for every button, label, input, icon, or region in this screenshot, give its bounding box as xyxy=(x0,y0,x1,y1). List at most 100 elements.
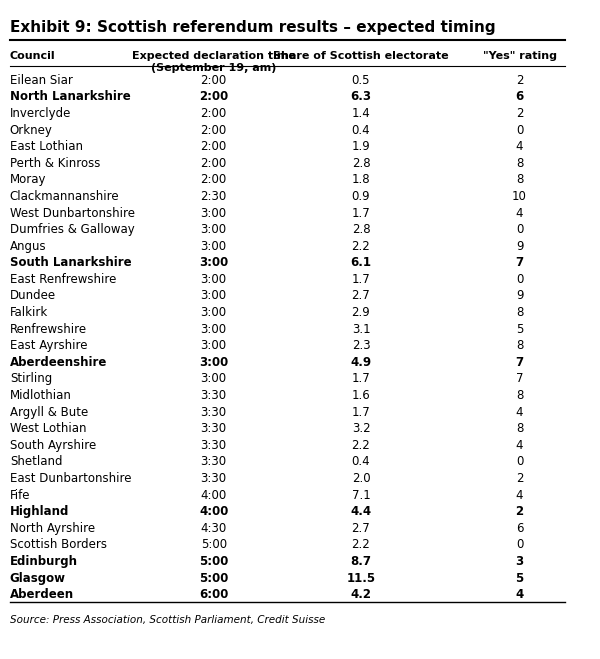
Text: 2.2: 2.2 xyxy=(352,538,370,552)
Text: 5:00: 5:00 xyxy=(199,571,229,585)
Text: 0: 0 xyxy=(516,223,523,236)
Text: 5: 5 xyxy=(515,571,524,585)
Text: North Lanarkshire: North Lanarkshire xyxy=(10,90,131,103)
Text: 2:00: 2:00 xyxy=(200,157,227,170)
Text: 8: 8 xyxy=(516,157,523,170)
Text: 4: 4 xyxy=(516,488,523,501)
Text: 6: 6 xyxy=(515,90,524,103)
Text: 3.2: 3.2 xyxy=(352,422,370,435)
Text: 10: 10 xyxy=(512,190,527,203)
Text: Exhibit 9: Scottish referendum results – expected timing: Exhibit 9: Scottish referendum results –… xyxy=(10,20,496,36)
Text: Angus: Angus xyxy=(10,240,46,252)
Text: East Ayrshire: East Ayrshire xyxy=(10,339,88,353)
Text: 5:00: 5:00 xyxy=(199,555,229,568)
Text: 2.0: 2.0 xyxy=(352,472,370,485)
Text: 3:00: 3:00 xyxy=(200,223,227,236)
Text: Fife: Fife xyxy=(10,488,31,501)
Text: East Lothian: East Lothian xyxy=(10,140,83,153)
Text: 1.6: 1.6 xyxy=(352,389,370,402)
Text: 8: 8 xyxy=(516,422,523,435)
Text: 3:30: 3:30 xyxy=(200,455,227,469)
Text: 8: 8 xyxy=(516,306,523,319)
Text: 0.5: 0.5 xyxy=(352,74,370,87)
Text: 7: 7 xyxy=(515,356,524,369)
Text: 1.7: 1.7 xyxy=(352,273,370,286)
Text: 2.8: 2.8 xyxy=(352,223,370,236)
Text: 4.9: 4.9 xyxy=(350,356,371,369)
Text: 2.2: 2.2 xyxy=(352,240,370,252)
Text: 2:00: 2:00 xyxy=(200,140,227,153)
Text: 4:00: 4:00 xyxy=(200,488,227,501)
Text: Source: Press Association, Scottish Parliament, Credit Suisse: Source: Press Association, Scottish Parl… xyxy=(10,615,325,625)
Text: 4.4: 4.4 xyxy=(350,505,371,518)
Text: 2.7: 2.7 xyxy=(352,522,370,534)
Text: 7.1: 7.1 xyxy=(352,488,370,501)
Text: 3:00: 3:00 xyxy=(200,323,227,335)
Text: 2.9: 2.9 xyxy=(352,306,370,319)
Text: Dundee: Dundee xyxy=(10,289,56,302)
Text: 0: 0 xyxy=(516,538,523,552)
Text: 0: 0 xyxy=(516,455,523,469)
Text: 3:00: 3:00 xyxy=(199,356,229,369)
Text: 3:00: 3:00 xyxy=(200,306,227,319)
Text: 8.7: 8.7 xyxy=(350,555,371,568)
Text: 2:00: 2:00 xyxy=(200,74,227,87)
Text: East Dunbartonshire: East Dunbartonshire xyxy=(10,472,131,485)
Text: 2:00: 2:00 xyxy=(200,124,227,136)
Text: 4: 4 xyxy=(516,439,523,452)
Text: 7: 7 xyxy=(516,372,523,386)
Text: Perth & Kinross: Perth & Kinross xyxy=(10,157,100,170)
Text: 6:00: 6:00 xyxy=(199,588,229,601)
Text: Highland: Highland xyxy=(10,505,69,518)
Text: "Yes" rating: "Yes" rating xyxy=(482,51,557,61)
Text: Glasgow: Glasgow xyxy=(10,571,66,585)
Text: 7: 7 xyxy=(515,256,524,270)
Text: 2.3: 2.3 xyxy=(352,339,370,353)
Text: 3:30: 3:30 xyxy=(200,406,227,418)
Text: 1.7: 1.7 xyxy=(352,206,370,219)
Text: North Ayrshire: North Ayrshire xyxy=(10,522,95,534)
Text: Aberdeenshire: Aberdeenshire xyxy=(10,356,107,369)
Text: 2:00: 2:00 xyxy=(200,173,227,186)
Text: 2:30: 2:30 xyxy=(200,190,227,203)
Text: Inverclyde: Inverclyde xyxy=(10,107,71,120)
Text: Council: Council xyxy=(10,51,55,61)
Text: 2:00: 2:00 xyxy=(199,90,229,103)
Text: South Lanarkshire: South Lanarkshire xyxy=(10,256,131,270)
Text: 3:00: 3:00 xyxy=(200,289,227,302)
Text: 6: 6 xyxy=(516,522,523,534)
Text: Eilean Siar: Eilean Siar xyxy=(10,74,73,87)
Text: 3:00: 3:00 xyxy=(200,372,227,386)
Text: 4.2: 4.2 xyxy=(350,588,371,601)
Text: 1.8: 1.8 xyxy=(352,173,370,186)
Text: 9: 9 xyxy=(516,289,523,302)
Text: 3:30: 3:30 xyxy=(200,472,227,485)
Text: 1.7: 1.7 xyxy=(352,372,370,386)
Text: 0: 0 xyxy=(516,124,523,136)
Text: 2:00: 2:00 xyxy=(200,107,227,120)
Text: 9: 9 xyxy=(516,240,523,252)
Text: Argyll & Bute: Argyll & Bute xyxy=(10,406,88,418)
Text: 3:00: 3:00 xyxy=(200,206,227,219)
Text: 4:30: 4:30 xyxy=(200,522,227,534)
Text: Scottish Borders: Scottish Borders xyxy=(10,538,107,552)
Text: 4:00: 4:00 xyxy=(199,505,229,518)
Text: 3:30: 3:30 xyxy=(200,389,227,402)
Text: 6.3: 6.3 xyxy=(350,90,371,103)
Text: 3:30: 3:30 xyxy=(200,422,227,435)
Text: Expected declaration time
(September 19, am): Expected declaration time (September 19,… xyxy=(132,51,296,73)
Text: 5: 5 xyxy=(516,323,523,335)
Text: 2: 2 xyxy=(516,107,523,120)
Text: 2.2: 2.2 xyxy=(352,439,370,452)
Text: 2: 2 xyxy=(516,472,523,485)
Text: 11.5: 11.5 xyxy=(346,571,376,585)
Text: Clackmannanshire: Clackmannanshire xyxy=(10,190,119,203)
Text: Renfrewshire: Renfrewshire xyxy=(10,323,87,335)
Text: Shetland: Shetland xyxy=(10,455,62,469)
Text: 4: 4 xyxy=(516,206,523,219)
Text: 8: 8 xyxy=(516,339,523,353)
Text: Orkney: Orkney xyxy=(10,124,53,136)
Text: Share of Scottish electorate: Share of Scottish electorate xyxy=(273,51,449,61)
Text: 5:00: 5:00 xyxy=(200,538,227,552)
Text: 1.9: 1.9 xyxy=(352,140,370,153)
